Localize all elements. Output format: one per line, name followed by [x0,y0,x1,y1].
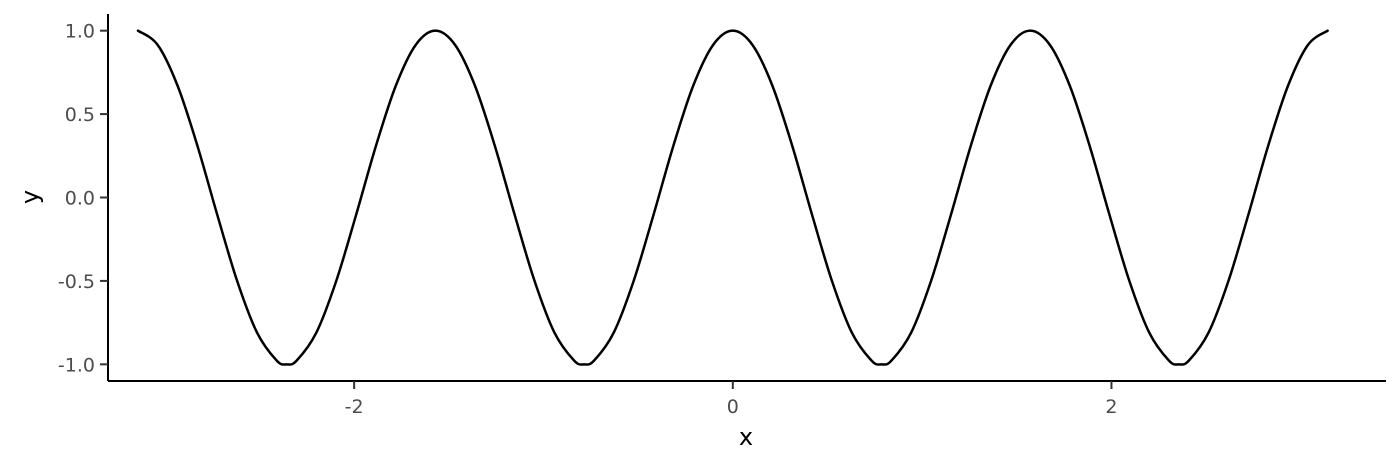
y-axis-title: y [16,190,44,204]
x-tick-label: 0 [727,396,739,418]
y-tick-label: -1.0 [58,354,95,376]
y-tick-label: 1.0 [65,21,95,43]
x-tick-label: 2 [1105,396,1117,418]
x-axis-title: x [739,423,753,451]
series-line-0 [136,29,1329,366]
y-axis-ticks: 1.0 0.5 0.0 -0.5 -1.0 [58,21,108,376]
x-axis-ticks: -2 0 2 [345,381,1118,418]
x-tick-label: -2 [345,396,364,418]
plot-area [136,29,1329,366]
y-tick-label: 0.0 [65,188,95,210]
y-tick-label: 0.5 [65,104,95,126]
y-tick-label: -0.5 [58,271,95,293]
